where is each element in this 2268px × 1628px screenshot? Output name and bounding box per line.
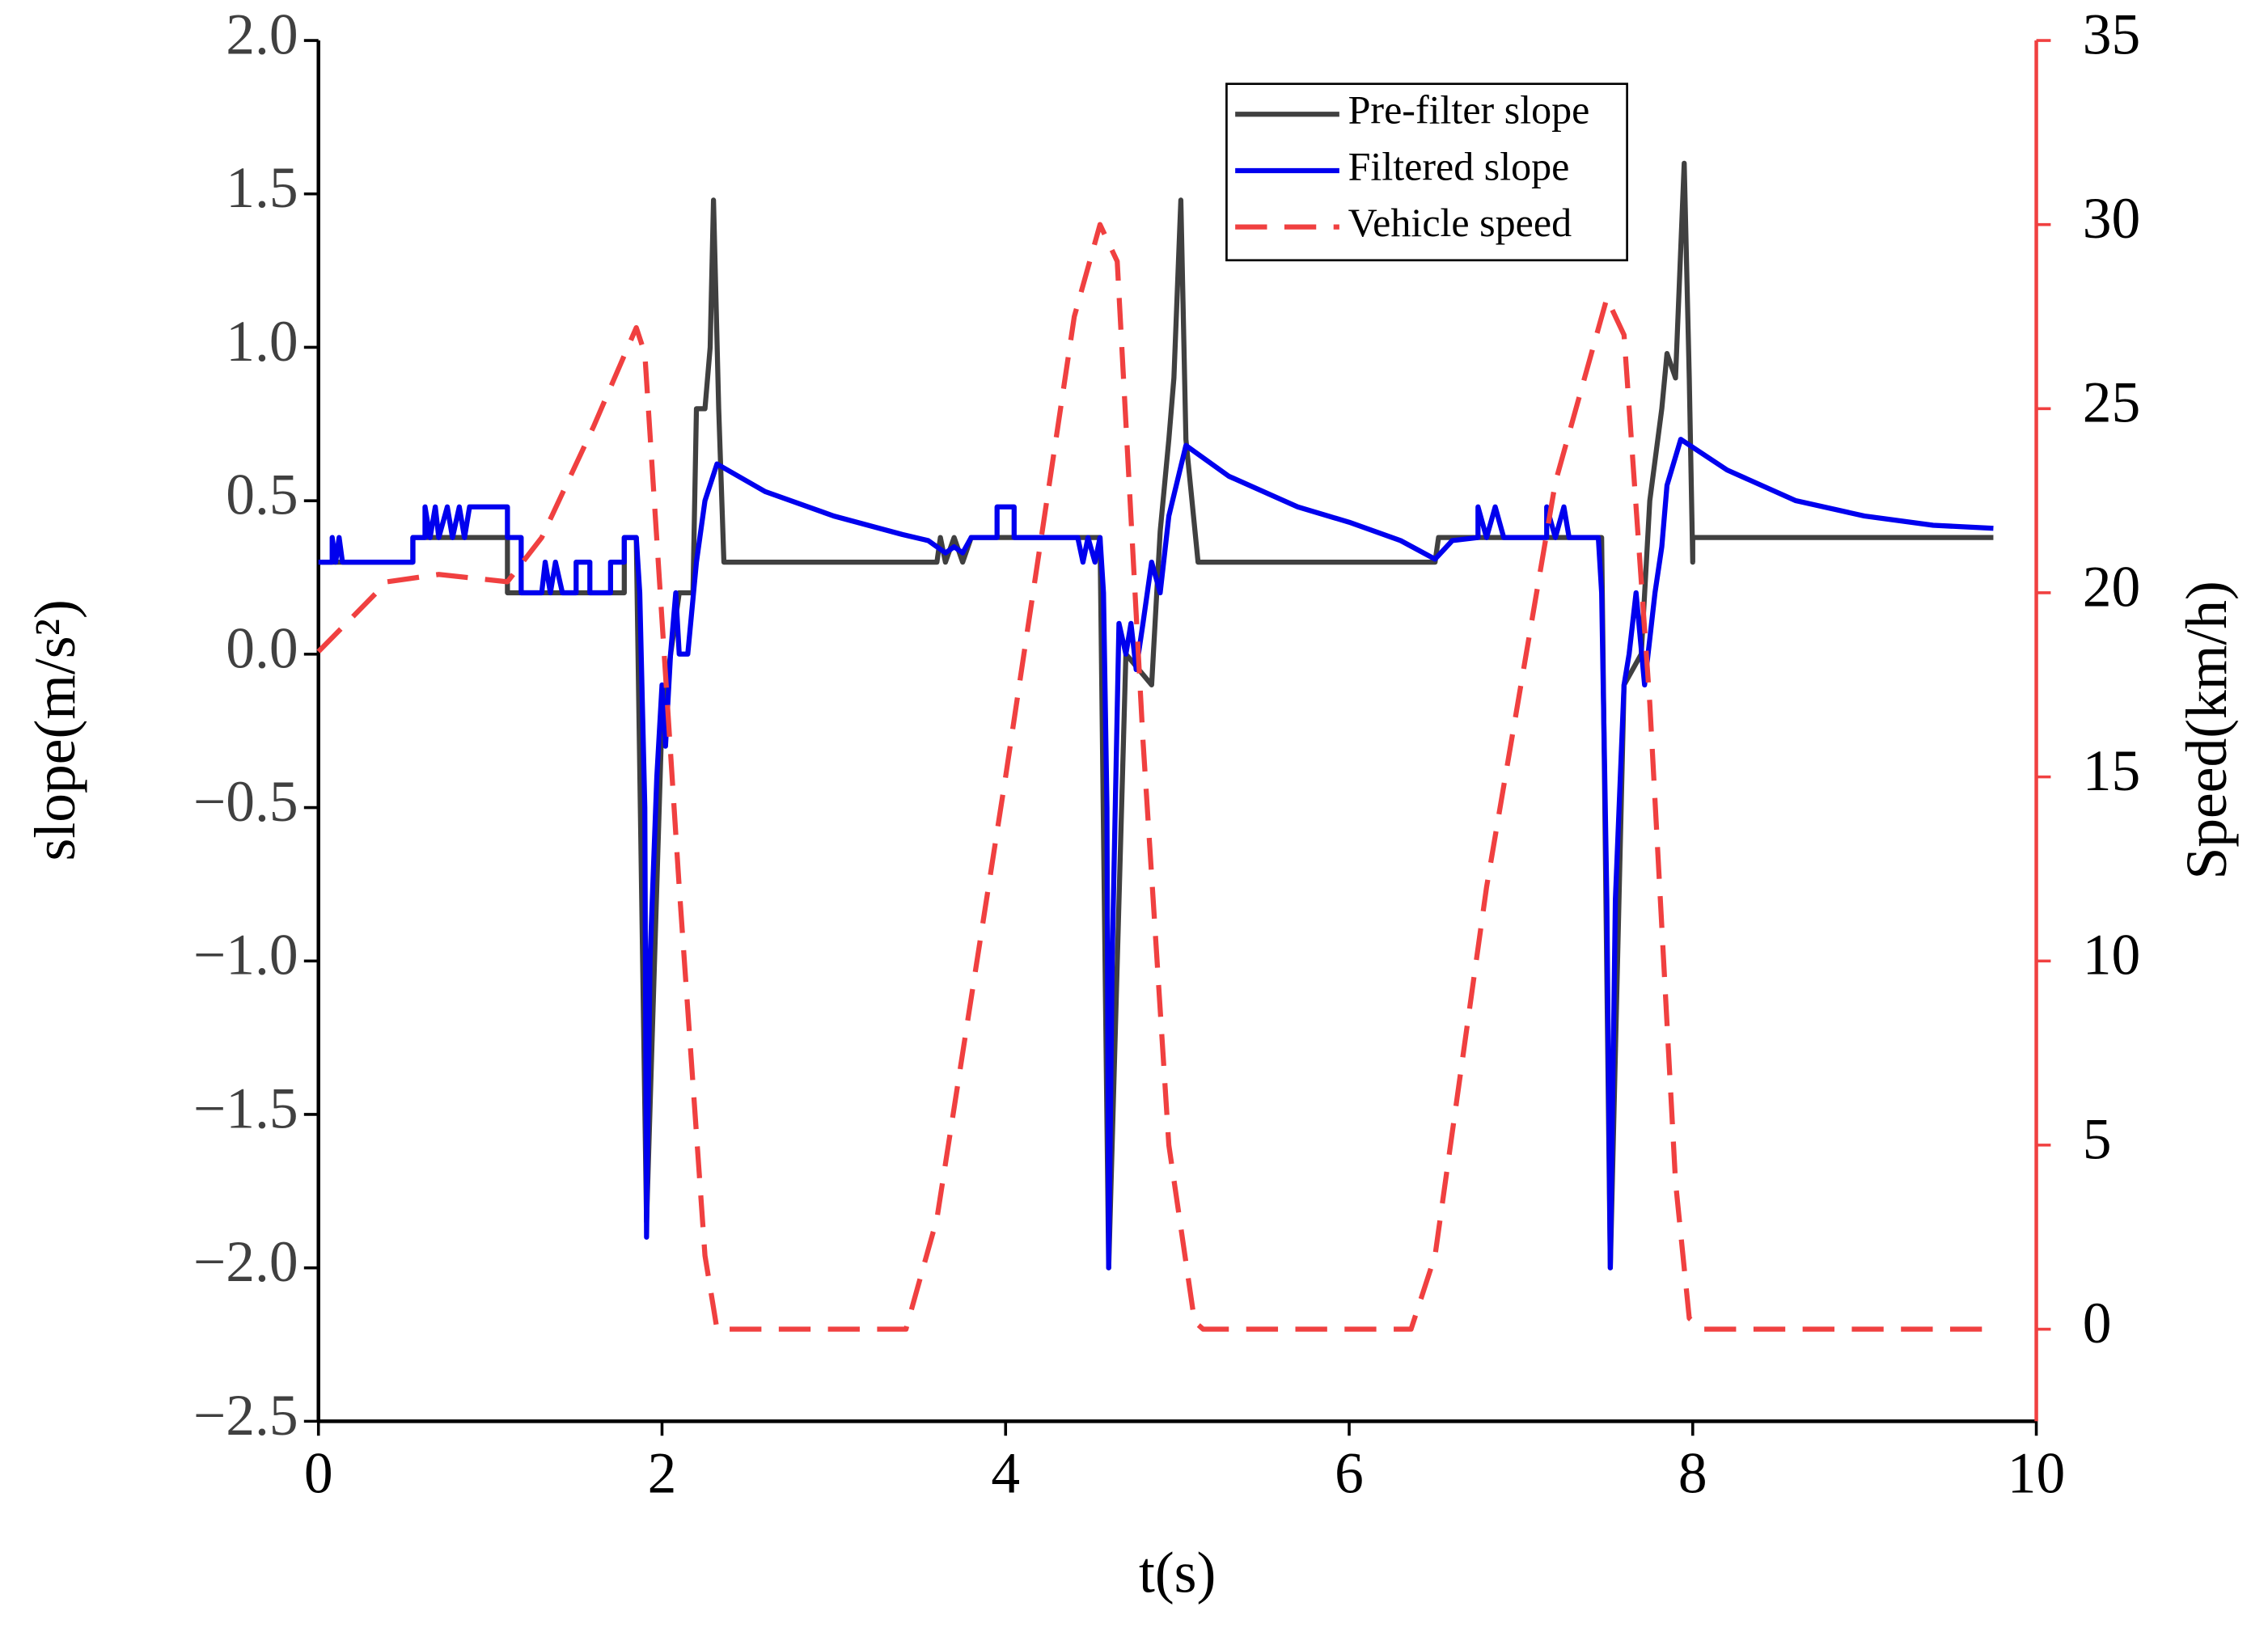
y-tick-label: 0.5 <box>226 463 298 527</box>
y2-tick-label: 5 <box>2083 1107 2112 1171</box>
x-tick-label: 8 <box>1678 1441 1707 1505</box>
y2-axis-label: Speed(km/h) <box>2175 581 2239 879</box>
y2-tick-label: 25 <box>2083 371 2141 435</box>
series-line <box>318 160 1994 1271</box>
y-tick-label: 1.0 <box>226 310 298 374</box>
y2-tick-label: 35 <box>2083 2 2141 66</box>
y2-tick-label: 30 <box>2083 187 2141 251</box>
series-line <box>318 437 1994 1271</box>
legend-label: Vehicle speed <box>1348 200 1572 245</box>
legend-label: Filtered slope <box>1348 143 1570 188</box>
y-tick-label: −2.5 <box>193 1384 298 1448</box>
x-tick-label: 10 <box>2008 1441 2066 1505</box>
y-tick-label: 2.0 <box>226 2 298 66</box>
y-tick-label: −1.0 <box>193 924 298 987</box>
x-axis-label: t(s) <box>1139 1541 1216 1605</box>
y-tick-label: −0.5 <box>193 770 298 834</box>
y-axis-label: slope(m/s²) <box>23 599 87 861</box>
x-tick-label: 6 <box>1335 1441 1364 1505</box>
x-tick-label: 0 <box>304 1441 333 1505</box>
y2-tick-label: 0 <box>2083 1292 2112 1355</box>
y-tick-label: −2.0 <box>193 1230 298 1294</box>
y2-tick-label: 10 <box>2083 924 2141 987</box>
x-tick-label: 4 <box>991 1441 1020 1505</box>
y-tick-label: −1.5 <box>193 1076 298 1140</box>
y-tick-label: 0.0 <box>226 616 298 680</box>
series-line <box>316 222 1994 1332</box>
y-tick-label: 1.5 <box>226 156 298 220</box>
y2-tick-label: 20 <box>2083 555 2141 619</box>
y2-tick-label: 15 <box>2083 739 2141 803</box>
legend-label: Pre-filter slope <box>1348 87 1590 133</box>
x-tick-label: 2 <box>648 1441 677 1505</box>
